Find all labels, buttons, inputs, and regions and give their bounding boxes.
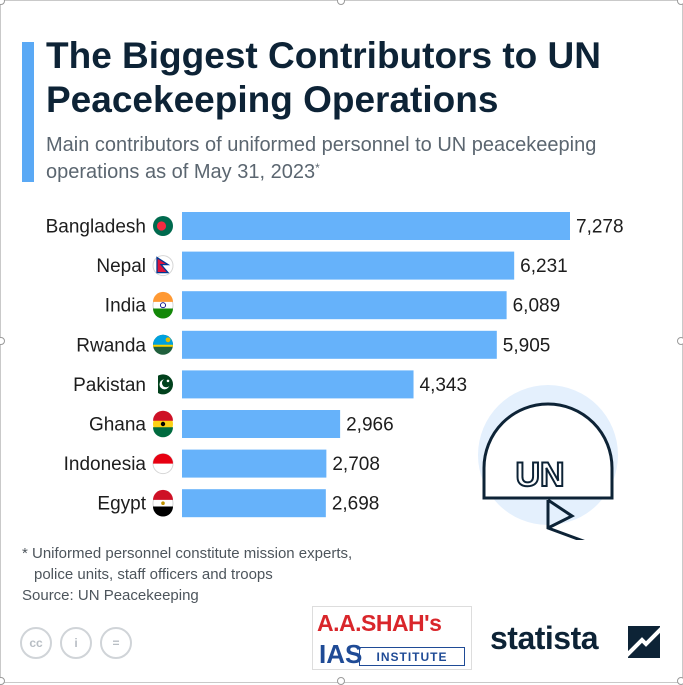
resize-handle-left[interactable] (0, 337, 5, 345)
ghana-flag-red (153, 410, 173, 421)
category-label-pakistan: Pakistan (73, 375, 146, 396)
value-label-rwanda: 5,905 (503, 335, 551, 356)
value-label-india: 6,089 (513, 296, 561, 317)
chart-title: The Biggest Contributors to UN Peacekeep… (46, 35, 601, 120)
resize-handle-top-left[interactable] (0, 0, 5, 5)
bar-chart: UN Bangladesh 7,278 Nepal 6,231 India 6,089 Rw… (46, 212, 624, 540)
attribution-icon[interactable]: i (60, 627, 92, 659)
un-helmet-icon: UN (478, 385, 618, 540)
ias-logo-ias: IAS (319, 639, 363, 669)
value-label-ghana: 2,966 (346, 415, 394, 436)
value-label-bangladesh: 7,278 (576, 217, 624, 238)
footnote: * Uniformed personnel constitute mission… (22, 543, 352, 585)
category-label-nepal: Nepal (96, 256, 146, 277)
footnote-line-2: police units, staff officers and troops (34, 566, 273, 583)
resize-handle-bottom[interactable] (337, 677, 345, 685)
resize-handle-right[interactable] (677, 337, 683, 345)
bar-indonesia (182, 449, 327, 478)
nepal-flag-pennant (156, 256, 171, 274)
bar-rwanda (182, 330, 497, 359)
no-derivatives-icon[interactable]: = (100, 627, 132, 659)
aa-shah-ias-logo[interactable]: A.A.SHAH's IAS INSTITUTE (312, 606, 472, 670)
title-accent-bar (22, 42, 34, 182)
category-label-ghana: Ghana (89, 415, 146, 436)
egypt-flag-eagle (161, 501, 165, 506)
creative-commons-icon[interactable]: cc (20, 627, 52, 659)
category-label-egypt: Egypt (97, 494, 146, 515)
license-icons: cc i = (20, 627, 132, 659)
egypt-flag-red (153, 489, 173, 500)
bangladesh-flag-disc (156, 221, 167, 231)
bar-bangladesh (182, 212, 570, 240)
resize-handle-top-right[interactable] (677, 0, 683, 5)
value-label-nepal: 6,231 (520, 256, 568, 277)
category-label-indonesia: Indonesia (64, 454, 147, 475)
rwanda-flag-blue (153, 334, 173, 345)
source-text: Source: UN Peacekeeping (22, 587, 199, 604)
subtitle-footnote-mark: * (315, 161, 320, 175)
helmet-un-text: UN (515, 456, 564, 494)
footnote-line-1: * Uniformed personnel constitute mission… (22, 545, 353, 562)
statista-logo-text[interactable]: statista (490, 620, 599, 656)
ias-logo-institute: INSTITUTE (359, 647, 465, 666)
statista-logo-icon (628, 626, 660, 658)
bar-nepal (182, 251, 515, 280)
bar-ghana (182, 410, 341, 438)
category-label-bangladesh: Bangladesh (46, 217, 146, 238)
resize-handle-bottom-right[interactable] (677, 677, 683, 685)
resize-handle-bottom-left[interactable] (0, 677, 5, 685)
rwanda-flag-sun (165, 337, 171, 343)
ghana-flag-star (160, 421, 166, 427)
value-label-egypt: 2,698 (332, 494, 380, 515)
indonesia-flag-red (153, 453, 173, 464)
india-flag-saffron (153, 291, 173, 302)
pakistan-flag-white (151, 375, 158, 394)
pakistan-flag-crescent-cut (162, 378, 171, 388)
bar-egypt (182, 489, 326, 518)
india-flag-chakra (160, 302, 166, 309)
category-label-rwanda: Rwanda (76, 335, 146, 356)
bar-india (182, 291, 507, 320)
value-label-pakistan: 4,343 (420, 375, 468, 396)
value-label-indonesia: 2,708 (332, 454, 380, 475)
pakistan-flag-star (166, 379, 170, 383)
chart-subtitle: Main contributors of uniformed personnel… (46, 132, 646, 186)
resize-handle-top[interactable] (337, 0, 345, 5)
egypt-flag-black (153, 506, 173, 517)
ias-logo-name: A.A.SHAH's (317, 610, 442, 636)
subtitle-text: Main contributors of uniformed personnel… (46, 134, 597, 183)
category-label-india: India (105, 296, 147, 317)
india-flag-green (153, 308, 173, 319)
bar-pakistan (182, 370, 414, 399)
ghana-flag-green (153, 427, 173, 438)
